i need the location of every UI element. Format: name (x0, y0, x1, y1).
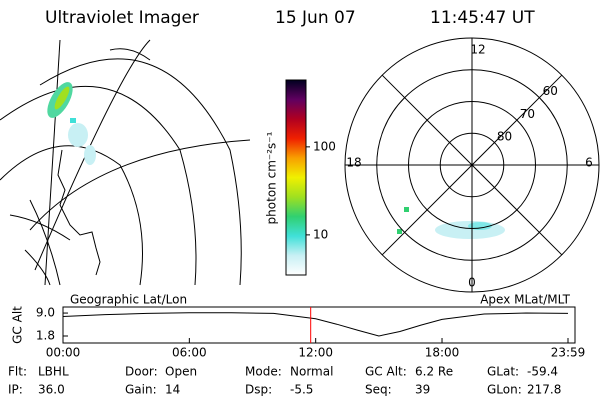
field-value: -5.5 (290, 383, 313, 397)
mlt-label: 6 (585, 156, 593, 170)
field-value: LBHL (38, 365, 69, 379)
lon-line (29, 139, 251, 231)
field-value: 6.2 Re (415, 365, 453, 379)
lat-arc (39, 58, 242, 286)
coastline (57, 149, 101, 276)
field-label: Seq: (365, 383, 392, 397)
y-tick-label: 1.8 (36, 328, 55, 342)
colorbar (285, 79, 307, 276)
altitude-frame (62, 306, 576, 344)
x-tick-label: 18:00 (425, 346, 460, 360)
altitude-ylabel: GC Alt (11, 306, 25, 344)
date: 15 Jun 07 (275, 8, 356, 28)
mlt-label: 18 (346, 156, 361, 170)
field-label: Dsp: (245, 383, 272, 397)
mlt-line (381, 74, 563, 256)
field-label: Mode: (245, 365, 282, 379)
field-label: GLon: (487, 383, 522, 397)
altitude-line (62, 312, 569, 337)
mlt-label: 12 (470, 43, 485, 57)
field-value: 14 (165, 383, 180, 397)
field-label: GC Alt: (365, 365, 407, 379)
x-tick-label: 06:00 (172, 346, 207, 360)
x-tick-label: 23:59 (551, 346, 586, 360)
mlt-label: 0 (468, 276, 476, 290)
x-tick-label: 00:00 (46, 346, 81, 360)
field-label: Door: (125, 365, 158, 379)
polar-label: Apex MLat/MLT (480, 293, 570, 307)
aurora (397, 229, 402, 234)
colorbar-tick-label: 100 (313, 139, 336, 153)
lat-arc (9, 214, 71, 286)
field-label: IP: (8, 383, 23, 397)
polar-plot (397, 207, 505, 239)
lat-ring-label: 80 (497, 130, 512, 144)
lat-arc (0, 145, 143, 286)
aurora (435, 221, 505, 239)
lon-line (44, 39, 61, 286)
field-value: Open (165, 365, 197, 379)
time: 11:45:47 UT (430, 8, 535, 28)
lat-ring-label: 70 (520, 107, 535, 121)
field-value: -59.4 (527, 365, 558, 379)
y-tick-label: 9.0 (36, 306, 55, 320)
colorbar-tick-label: 10 (313, 227, 328, 241)
field-value: Normal (290, 365, 333, 379)
map-label: Geographic Lat/Lon (70, 293, 187, 307)
field-label: GLat: (487, 365, 519, 379)
aurora (68, 123, 88, 147)
field-label: Flt: (8, 365, 27, 379)
aurora (54, 86, 70, 110)
colorbar-label: photon cm⁻²s⁻¹ (265, 131, 279, 224)
instrument: Ultraviolet Imager (45, 8, 199, 28)
lat-ring-label: 60 (543, 84, 558, 98)
lon-line (29, 199, 61, 286)
x-tick-label: 12:00 (298, 346, 333, 360)
aurora (70, 118, 76, 123)
aurora (84, 145, 96, 165)
field-value: 36.0 (38, 383, 65, 397)
field-label: Gain: (125, 383, 157, 397)
lon-line (34, 39, 151, 271)
field-value: 217.8 (527, 383, 561, 397)
lat-arc (109, 48, 151, 61)
field-value: 39 (415, 383, 430, 397)
geographic-map (0, 39, 251, 286)
aurora (404, 207, 409, 212)
